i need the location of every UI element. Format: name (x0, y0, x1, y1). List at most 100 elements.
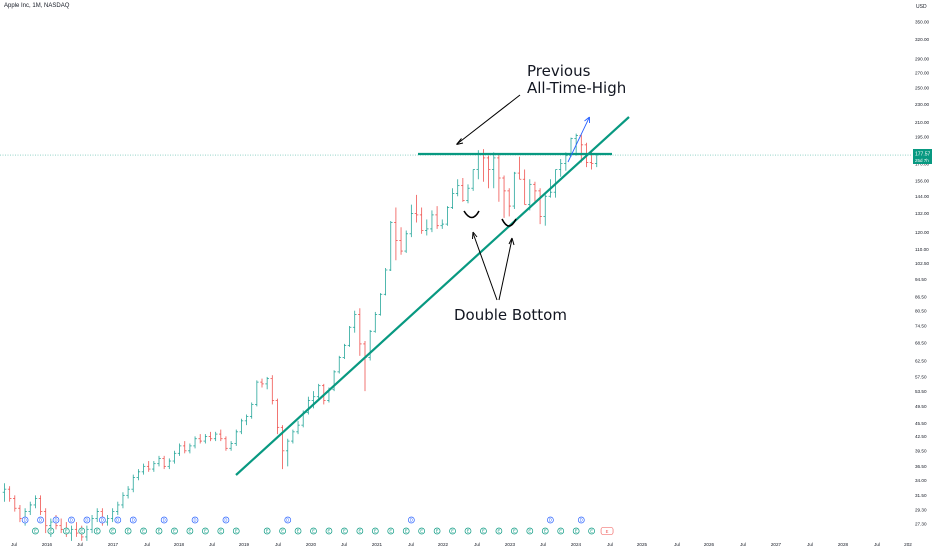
x-tick-label: Jul (874, 542, 880, 547)
marker-circle (52, 516, 60, 524)
y-tick-label: 49.50 (915, 404, 927, 409)
bottom-arrow-1 (472, 232, 498, 301)
candle (105, 515, 110, 526)
candle (291, 429, 295, 444)
earnings-marker: E (124, 527, 132, 535)
x-tick-label: Jul (740, 542, 746, 547)
candle (157, 455, 161, 467)
marker-circle (547, 516, 554, 524)
y-tick-label: 144.00 (915, 194, 929, 199)
candle (512, 171, 517, 209)
candle (229, 441, 233, 451)
x-tick-label: Jul (144, 542, 150, 547)
y-tick-label: 270.00 (915, 70, 929, 75)
marker-letter: E (436, 529, 439, 534)
x-tick-label: Jul (607, 542, 613, 547)
candle (28, 501, 33, 516)
marker-letter: E (34, 529, 37, 534)
dividend-marker: D (160, 516, 168, 524)
candle (373, 311, 378, 333)
projection-arrow (567, 117, 590, 163)
price-axis[interactable]: 350.00 320.00 290.00 270.00 250.00 230.00 210.… (915, 19, 929, 526)
candle (234, 429, 239, 446)
marker-circle (480, 527, 487, 535)
y-tick-label: 34.00 (915, 478, 927, 483)
earnings-marker: E (418, 527, 425, 535)
marker-circle (541, 527, 549, 535)
marker-circle (464, 527, 472, 535)
x-tick-label: Jul (209, 542, 215, 547)
candle (162, 455, 166, 470)
candle (378, 293, 383, 316)
earnings-marker: E (109, 527, 117, 535)
marker-circle (93, 527, 101, 535)
candle (394, 207, 398, 261)
y-tick-label: 195.00 (915, 134, 929, 139)
earnings-marker: E (310, 527, 317, 535)
marker-circle (191, 516, 199, 524)
y-tick-label: 74.50 (915, 324, 927, 329)
marker-letter: E (189, 529, 192, 534)
earnings-marker: E (341, 527, 348, 535)
annotation-previous-line1: Previous (527, 62, 591, 80)
x-tick-label: 2022 (438, 542, 449, 547)
marker-letter: E (297, 529, 300, 534)
candle (461, 178, 465, 202)
candle (2, 483, 7, 502)
marker-letter: E (544, 529, 547, 534)
earnings-marker: E (155, 527, 163, 535)
candle (177, 443, 182, 456)
projection-arrow-head (584, 116, 590, 123)
marker-circle (140, 527, 147, 535)
y-tick-label: 110.00 (915, 247, 929, 252)
x-tick-label: 2016 (42, 542, 53, 547)
x-tick-label: 2027 (771, 542, 782, 547)
y-tick-label: 27.30 (915, 521, 927, 526)
earnings-marker: E (526, 527, 534, 535)
x-tick-label: Jul (540, 542, 546, 547)
candle (528, 179, 532, 211)
trendline (235, 116, 630, 476)
earnings-marker: E (32, 527, 39, 535)
candle (296, 420, 300, 435)
bottom-arrow-2-head (508, 237, 515, 246)
candle (213, 431, 218, 442)
candle (414, 194, 419, 223)
y-tick-label: 120.00 (915, 230, 929, 235)
candle (33, 495, 38, 509)
marker-letter: E (467, 529, 470, 534)
marker-circle (418, 527, 425, 535)
candle (167, 458, 172, 470)
candle (409, 204, 414, 238)
y-tick-label: 31.50 (915, 493, 927, 498)
y-tick-label: 94.50 (915, 277, 927, 282)
marker-letter: E (127, 529, 130, 534)
dividend-marker: D (52, 516, 60, 524)
candle (90, 515, 94, 534)
time-axis[interactable]: Jul 2016 Jul 2017 Jul 2018 Jul 2019 Jul 2020 Jul 20… (11, 542, 912, 547)
y-tick-label: 29.30 (915, 507, 927, 512)
earnings-marker: E (402, 527, 410, 535)
candle (260, 378, 264, 388)
candle (316, 383, 321, 399)
marker-circle (572, 527, 580, 535)
y-tick-label: 350.00 (915, 19, 929, 24)
marker-letter: E (389, 529, 392, 534)
candle (491, 152, 496, 189)
marker-letter: D (101, 518, 104, 523)
earnings-marker: E (279, 527, 286, 535)
x-tick-label: 2018 (174, 542, 185, 547)
candle (136, 469, 141, 481)
earnings-marker: E (62, 527, 70, 535)
candle (285, 438, 290, 467)
candle (193, 436, 197, 449)
candle (399, 227, 403, 255)
marker-letter: D (410, 518, 413, 523)
marker-circle (557, 527, 565, 535)
candle (203, 434, 208, 444)
bottom-curve-1 (463, 210, 480, 219)
marker-letter: D (580, 518, 583, 523)
y-tick-label: 290.00 (915, 56, 929, 61)
candle (110, 508, 115, 523)
